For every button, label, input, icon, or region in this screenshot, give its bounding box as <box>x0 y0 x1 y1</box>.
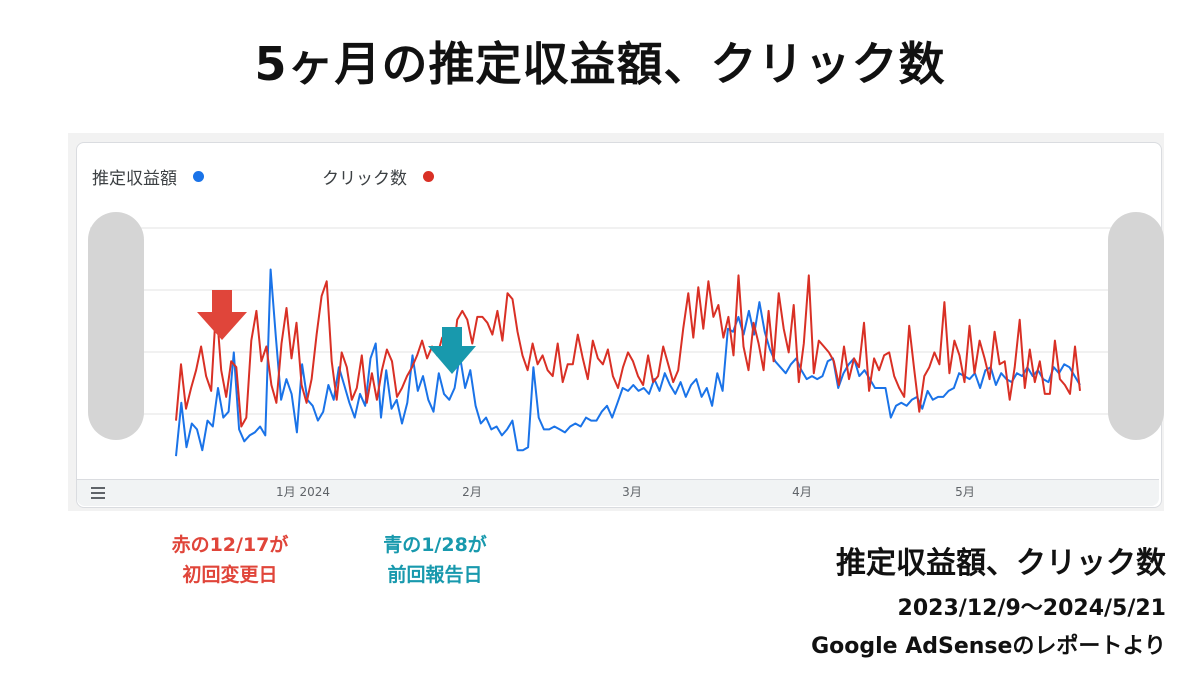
legend-dot-revenue <box>193 171 204 182</box>
series-line-revenue <box>175 268 1081 457</box>
left-axis-mask <box>88 212 144 440</box>
x-tick-label: 4月 <box>792 485 812 499</box>
annotation-teal-line1: 青の1/28が <box>383 534 487 556</box>
x-tick-label: 5月 <box>955 485 975 499</box>
chart-series <box>175 268 1081 457</box>
annotation-teal: 青の1/28が 前回報告日 <box>345 530 525 590</box>
teal-arrow-icon <box>428 327 476 374</box>
legend-label-clicks: クリック数 <box>322 169 407 189</box>
series-line-clicks <box>175 274 1081 428</box>
annotation-red-line2: 初回変更日 <box>182 564 278 586</box>
x-tick-label: 1月 2024 <box>276 485 330 499</box>
red-arrow-icon <box>197 290 247 340</box>
x-tick-label: 3月 <box>622 485 642 499</box>
footer-date-range: 2023/12/9〜2024/5/21 <box>897 596 1166 621</box>
legend-label-revenue: 推定収益額 <box>92 169 177 189</box>
footer-title: 推定収益額、クリック数 <box>836 546 1166 581</box>
x-tick-label: 2月 <box>462 485 482 499</box>
legend-item-revenue[interactable]: 推定収益額 <box>92 164 204 189</box>
legend-dot-clicks <box>423 171 434 182</box>
annotation-red: 赤の12/17が 初回変更日 <box>140 530 320 590</box>
page-title: 5ヶ月の推定収益額、クリック数 <box>254 37 946 91</box>
annotation-teal-line2: 前回報告日 <box>387 564 483 586</box>
chart-bottom-bar <box>77 479 1159 506</box>
menu-icon[interactable] <box>91 487 105 499</box>
legend-item-clicks[interactable]: クリック数 <box>322 164 434 189</box>
footer-source: Google AdSenseのレポートより <box>811 634 1166 659</box>
chart-grid <box>90 227 1158 415</box>
annotation-red-line1: 赤の12/17が <box>171 534 289 556</box>
right-axis-mask <box>1108 212 1164 440</box>
